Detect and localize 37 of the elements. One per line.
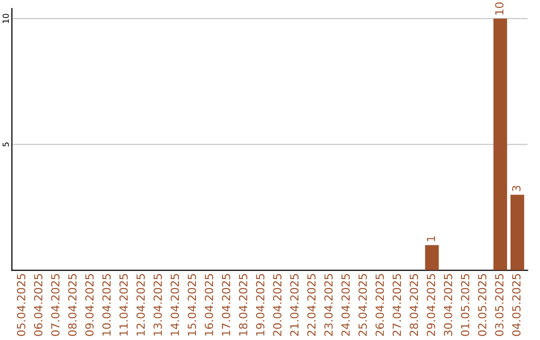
data-label: 1	[426, 236, 436, 242]
x-tick-label: 05.04.2025	[16, 274, 26, 336]
data-label: 3	[512, 186, 521, 192]
x-tick-label: 20.04.2025	[273, 274, 282, 336]
x-tick-label: 10.04.2025	[102, 274, 111, 336]
x-tick-label: 24.04.2025	[341, 274, 350, 336]
x-tick-label: 30.04.2025	[444, 274, 452, 336]
x-tick-label: 07.04.2025	[51, 274, 60, 336]
x-tick-label: 01.05.2025	[460, 274, 470, 336]
x-tick-label: 08.04.2025	[68, 274, 77, 336]
data-label: 10	[495, 2, 504, 15]
x-tick-label: 04.05.2025	[512, 274, 521, 336]
x-tick-label: 13.04.2025	[154, 274, 162, 336]
x-tick-label: 16.04.2025	[204, 274, 214, 336]
x-tick-label: 02.05.2025	[478, 274, 486, 336]
x-tick-label: 18.04.2025	[238, 274, 248, 336]
x-tick-label: 29.04.2025	[426, 274, 436, 336]
x-tick-label: 25.04.2025	[358, 274, 367, 336]
x-tick-label: 06.04.2025	[34, 274, 42, 336]
bar	[425, 245, 439, 270]
x-tick-label: 14.04.2025	[170, 274, 180, 336]
x-tick-label: 11.04.2025	[119, 274, 128, 336]
x-tick-label: 21.04.2025	[290, 274, 299, 336]
x-tick-label: 09.04.2025	[85, 274, 94, 336]
bar	[493, 18, 508, 270]
y-tick-label: 5	[2, 142, 9, 146]
x-tick-label: 19.04.2025	[256, 274, 264, 336]
x-tick-label: 15.04.2025	[188, 274, 196, 336]
x-tick-label: 17.04.2025	[222, 274, 230, 336]
x-tick-label: 03.05.2025	[495, 274, 504, 336]
x-tick-label: 12.04.2025	[136, 274, 145, 336]
x-tick-label: 22.04.2025	[307, 274, 316, 336]
x-tick-label: 23.04.2025	[324, 274, 333, 336]
x-tick-label: 28.04.2025	[410, 274, 418, 336]
bar	[510, 194, 524, 270]
x-tick-label: 27.04.2025	[392, 274, 402, 336]
x-tick-label: 26.04.2025	[376, 274, 384, 336]
